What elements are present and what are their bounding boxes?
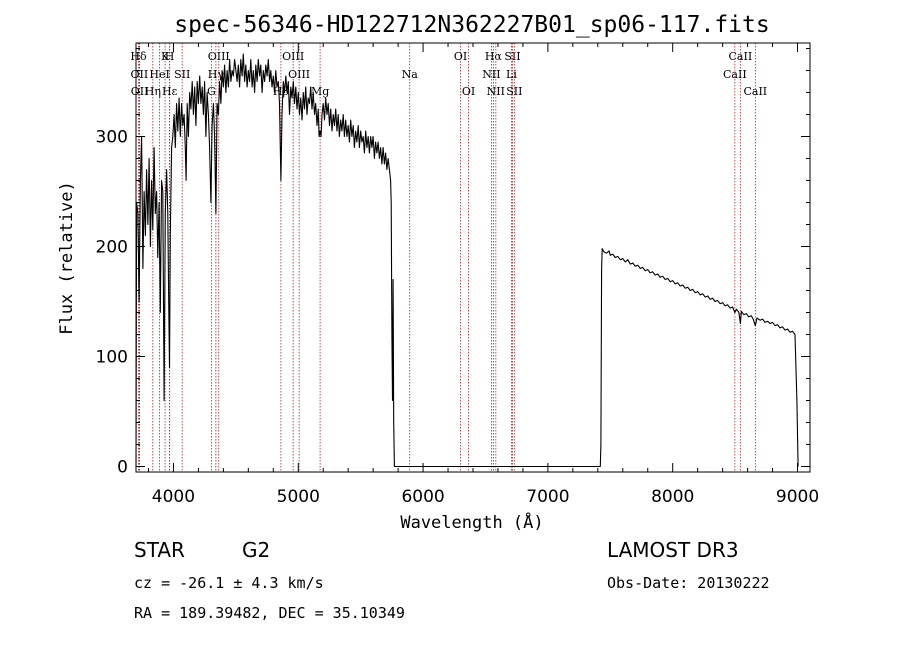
spectral-line-label-13: OIII — [288, 68, 310, 81]
x-tick-label-5000: 5000 — [277, 487, 320, 507]
spectral-line-label-15: NII — [482, 68, 500, 81]
spectral-line-label-1: K — [161, 50, 170, 63]
coordinates: RA = 189.39482, DEC = 35.10349 — [134, 604, 405, 622]
spectral-line-label-24: OI — [462, 85, 475, 98]
spectral-line-label-7: SII — [504, 50, 520, 63]
redshift-velocity: cz = -26.1 ± 4.3 km/s — [134, 574, 324, 592]
x-axis-ticks: 4000 5000 6000 7000 8000 9000 — [147, 43, 819, 507]
spectral-line-label-17: CaII — [723, 68, 747, 81]
object-class: STAR — [134, 538, 185, 562]
y-axis-ticks: 0 100 200 300 — [96, 48, 810, 478]
x-tick-label-7000: 7000 — [526, 487, 569, 507]
spectral-line-label-4: OIII — [282, 50, 304, 63]
spectral-line-label-25: NII — [487, 85, 505, 98]
series-flux-line — [135, 53, 799, 468]
plot-frame — [135, 42, 811, 473]
y-tick-label-300: 300 — [96, 128, 128, 148]
x-tick-label-6000: 6000 — [401, 487, 444, 507]
spectral-line-label-26: SII — [506, 85, 522, 98]
x-tick-label-9000: 9000 — [776, 487, 819, 507]
x-axis-label: Wavelength (Å) — [400, 511, 543, 533]
spectral-line-label-20: Hε — [162, 85, 178, 98]
spectral-line-label-21: G — [207, 85, 216, 98]
spectral-line-label-23: Mg — [311, 85, 329, 98]
spectral-line-label-11: SII — [174, 68, 190, 81]
chart-title: spec-56346-HD122712N362227B01_sp06-117.f… — [174, 12, 769, 38]
spectral-line-label-14: Na — [402, 68, 419, 81]
object-subclass: G2 — [242, 538, 271, 562]
spectral-line-label-5: OI — [454, 50, 467, 63]
spectral-line-label-10: HeI — [149, 68, 169, 81]
spectral-line-label-0: Hδ — [130, 50, 147, 63]
spectral-line-label-8: CaII — [729, 50, 753, 63]
y-axis-label: Flux (relative) — [57, 181, 77, 335]
spectral-line-label-16: Li — [506, 68, 517, 81]
spectral-line-label-6: Hα — [485, 50, 503, 63]
observation-date: Obs-Date: 20130222 — [607, 574, 770, 592]
y-tick-label-0: 0 — [117, 458, 128, 478]
spectral-line-label-27: CaII — [743, 85, 767, 98]
y-tick-label-200: 200 — [96, 238, 128, 258]
survey-label: LAMOST DR3 — [607, 538, 739, 562]
flux-series — [135, 53, 799, 468]
spectral-line-label-19: Hη — [145, 85, 161, 98]
x-tick-label-8000: 8000 — [651, 487, 694, 507]
spectral-line-label-12: Hγ — [208, 68, 225, 81]
x-tick-label-4000: 4000 — [152, 487, 195, 507]
spectral-line-label-3: OIII — [208, 50, 230, 63]
y-tick-label-100: 100 — [96, 348, 128, 368]
spectrum-chart: spec-56346-HD122712N362227B01_sp06-117.f… — [57, 12, 819, 533]
spectral-line-label-18: OII — [131, 85, 149, 98]
